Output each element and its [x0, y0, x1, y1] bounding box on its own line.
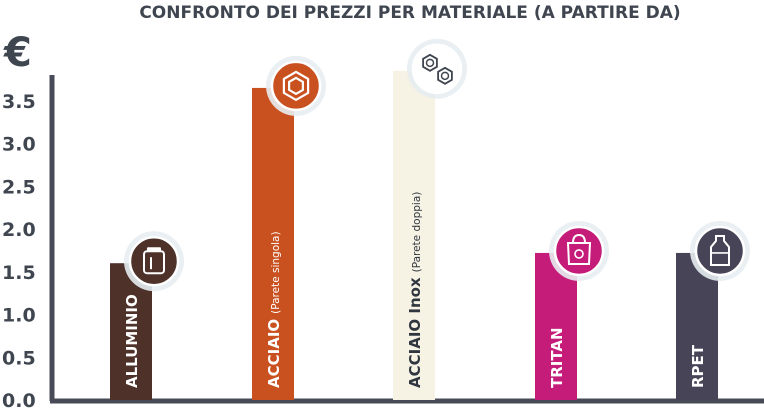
- plastic-bottle-icon: [690, 220, 750, 281]
- y-tick-label: 3.0: [2, 134, 36, 156]
- aluminum-can-icon: [124, 231, 184, 292]
- y-axis-unit: €: [3, 30, 32, 76]
- y-tick-label: 0.0: [2, 390, 36, 412]
- y-tick-label: 1.0: [2, 305, 36, 327]
- y-tick-label: 2.0: [2, 219, 36, 241]
- y-tick-label: 2.5: [2, 176, 36, 198]
- bar-acciaio: [252, 87, 294, 401]
- bar-label-main: ALLUMINIO: [123, 294, 141, 388]
- bar-acciaio-inox: [393, 70, 435, 400]
- bar-label: ACCIAIO Inox (Parete doppia): [406, 192, 424, 388]
- bar-label-main: ACCIAIO: [265, 319, 283, 388]
- y-axis-ticks: 0.0 0.5 1.0 1.5 2.0 2.5 3.0 3.5: [2, 91, 36, 412]
- y-tick-label: 1.5: [2, 262, 36, 284]
- bar-label-sub: (Parete singola): [270, 231, 282, 313]
- bar-label-main: ACCIAIO Inox: [406, 277, 424, 388]
- y-tick-label: 3.5: [2, 91, 36, 113]
- y-tick-label: 0.5: [2, 347, 36, 369]
- chart-title: CONFRONTO DEI PREZZI PER MATERIALE (A PA…: [139, 3, 680, 23]
- bar-label-main: RPET: [689, 344, 707, 388]
- stainless-double-hexagon-icon: [407, 38, 467, 99]
- bar-label: TRITAN: [548, 327, 566, 388]
- steel-hexagon-icon: [266, 55, 326, 116]
- bar-label-sub: (Parete doppia): [411, 192, 423, 273]
- bars-group: ALLUMINIO ACCIAIO (Parete singola) ACCIAIO …: [110, 38, 750, 401]
- bar-label: ALLUMINIO: [123, 294, 141, 388]
- bar-label: RPET: [689, 344, 707, 388]
- bar-label: ACCIAIO (Parete singola): [265, 231, 283, 388]
- bar-label-main: TRITAN: [548, 327, 566, 388]
- recycle-bag-icon: [549, 220, 609, 281]
